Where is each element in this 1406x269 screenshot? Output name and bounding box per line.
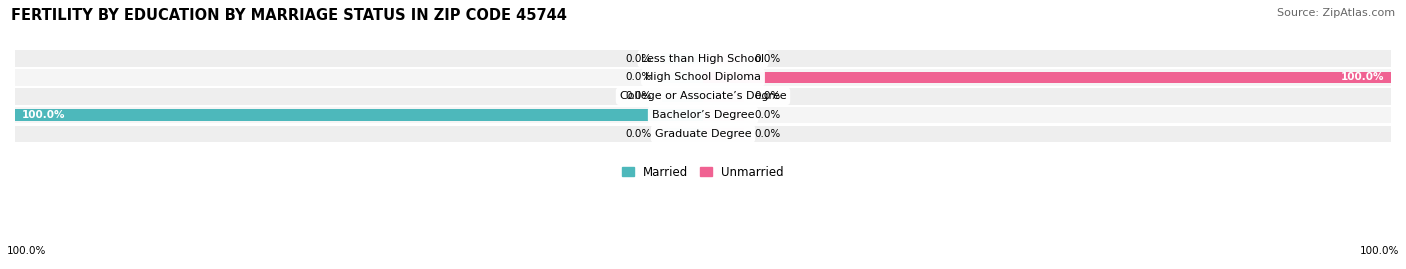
Bar [662, 53, 703, 64]
Bar [15, 88, 1391, 105]
Bar [662, 72, 703, 83]
Text: 0.0%: 0.0% [755, 91, 780, 101]
Bar [703, 128, 744, 140]
Bar [15, 69, 1391, 86]
Bar [15, 109, 703, 121]
Legend: Married, Unmarried: Married, Unmarried [617, 161, 789, 183]
Text: 100.0%: 100.0% [1360, 246, 1399, 256]
Text: Less than High School: Less than High School [641, 54, 765, 63]
Text: College or Associate’s Degree: College or Associate’s Degree [620, 91, 786, 101]
Text: 100.0%: 100.0% [7, 246, 46, 256]
Bar [703, 53, 744, 64]
Text: Source: ZipAtlas.com: Source: ZipAtlas.com [1277, 8, 1395, 18]
Text: 0.0%: 0.0% [755, 110, 780, 120]
Bar [703, 72, 1391, 83]
Bar [15, 50, 1391, 67]
Bar [662, 128, 703, 140]
Text: FERTILITY BY EDUCATION BY MARRIAGE STATUS IN ZIP CODE 45744: FERTILITY BY EDUCATION BY MARRIAGE STATU… [11, 8, 567, 23]
Bar [662, 90, 703, 102]
Text: 0.0%: 0.0% [626, 54, 651, 63]
Bar [15, 126, 1391, 142]
Text: 0.0%: 0.0% [626, 129, 651, 139]
Text: 100.0%: 100.0% [1340, 72, 1384, 82]
Text: 100.0%: 100.0% [22, 110, 66, 120]
Bar [703, 90, 744, 102]
Text: 0.0%: 0.0% [626, 91, 651, 101]
Text: Graduate Degree: Graduate Degree [655, 129, 751, 139]
Text: 0.0%: 0.0% [755, 54, 780, 63]
Bar [703, 109, 744, 121]
Text: Bachelor’s Degree: Bachelor’s Degree [652, 110, 754, 120]
Bar [15, 107, 1391, 123]
Text: 0.0%: 0.0% [626, 72, 651, 82]
Text: High School Diploma: High School Diploma [645, 72, 761, 82]
Text: 0.0%: 0.0% [755, 129, 780, 139]
